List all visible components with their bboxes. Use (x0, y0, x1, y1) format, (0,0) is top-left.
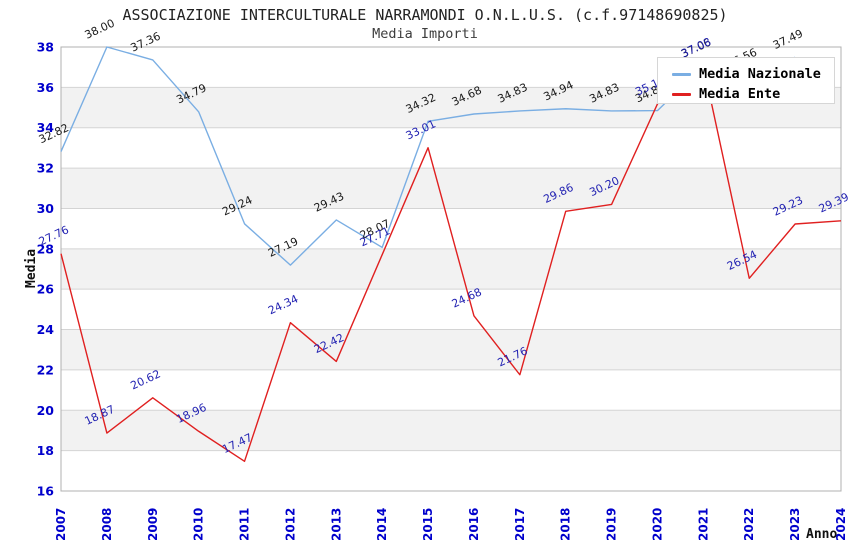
data-point-label: 38.00 (83, 17, 117, 42)
media-ente-line-swatch (672, 92, 691, 96)
x-tick-label: 2009 (146, 508, 160, 541)
x-tick-label: 2013 (329, 508, 343, 541)
y-tick-label: 32 (37, 161, 54, 176)
chart-title: ASSOCIAZIONE INTERCULTURALE NARRAMONDI O… (122, 6, 728, 24)
plot-band (61, 410, 841, 451)
x-axis-label: Anno (806, 527, 838, 542)
legend-box: Media Nazionale Media Ente (657, 57, 835, 104)
y-tick-label: 24 (37, 322, 55, 337)
y-tick-label: 20 (37, 403, 55, 418)
legend-label: Media Nazionale (699, 66, 821, 82)
chart-subtitle: Media Importi (372, 26, 478, 42)
y-tick-label: 34 (37, 120, 55, 135)
x-tick-label: 2024 (834, 508, 848, 541)
plot-band (61, 168, 841, 209)
x-tick-label: 2015 (421, 508, 435, 541)
x-tick-label: 2023 (788, 508, 802, 541)
y-tick-label: 16 (37, 484, 55, 499)
data-point-label: 24.34 (266, 292, 300, 317)
plot-band (61, 248, 841, 290)
plot-band (61, 329, 841, 370)
y-tick-label: 26 (37, 282, 55, 297)
x-tick-label: 2018 (559, 508, 573, 541)
legend-item-media-nazionale: Media Nazionale (672, 64, 834, 84)
x-tick-label: 2010 (192, 508, 206, 541)
x-tick-label: 2008 (100, 508, 114, 541)
x-tick-label: 2014 (375, 508, 389, 541)
legend-item-media-ente: Media Ente (672, 84, 834, 104)
x-tick-label: 2017 (513, 508, 527, 541)
legend-label: Media Ente (699, 86, 781, 102)
data-point-label: 37.36 (129, 30, 163, 55)
x-tick-label: 2007 (54, 508, 68, 541)
x-tick-label: 2012 (283, 508, 297, 541)
y-tick-label: 38 (37, 40, 54, 55)
x-tick-label: 2011 (238, 508, 252, 541)
x-tick-label: 2019 (605, 508, 619, 541)
y-tick-label: 22 (37, 362, 54, 377)
y-tick-label: 18 (37, 443, 54, 458)
media-nazionale-line-swatch (672, 72, 691, 76)
x-tick-label: 2016 (467, 508, 481, 541)
y-tick-label: 28 (37, 241, 54, 256)
data-point-label: 37.49 (771, 27, 805, 52)
y-tick-label: 36 (37, 80, 55, 95)
plot-border (60, 46, 842, 492)
data-point-label: 20.62 (129, 367, 163, 392)
x-tick-label: 2021 (696, 508, 710, 541)
x-tick-label: 2022 (742, 508, 756, 541)
y-tick-label: 30 (37, 201, 55, 216)
x-tick-label: 2020 (650, 508, 664, 541)
